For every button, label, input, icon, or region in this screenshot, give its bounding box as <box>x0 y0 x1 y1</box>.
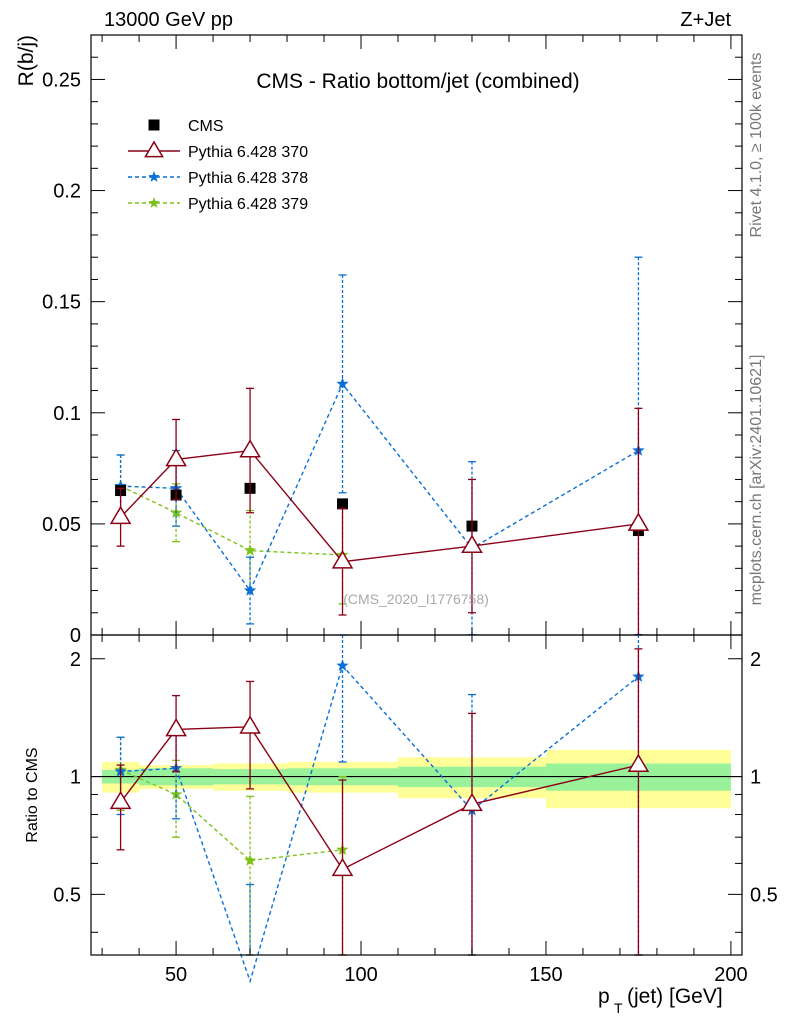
ratio-plot-content <box>91 634 742 984</box>
main-point-cms <box>337 498 349 510</box>
ratio-y-label: Ratio to CMS <box>24 747 41 842</box>
legend-label-p379: Pythia 6.428 379 <box>188 196 308 213</box>
legend: CMS Pythia 6.428 370 Pythia 6.428 378 Pythi… <box>128 118 308 213</box>
main-point-p378 <box>336 377 349 390</box>
main-point-p379 <box>243 544 257 556</box>
source-label: mcplots.cern.ch [arXiv:2401.10621] <box>748 355 765 606</box>
main-ytick-label: 0 <box>70 625 81 647</box>
ratio-point-p370 <box>109 790 132 810</box>
legend-label-cms: CMS <box>188 118 224 135</box>
ratio-frame <box>90 634 743 956</box>
main-point-p370 <box>331 550 354 569</box>
x-axis-label-rest: (jet) [GeV] <box>627 985 723 1008</box>
ratio-panel: 0.5 0.5 1 1 2 2 50 100 150 200 Ratio to CMS <box>24 634 778 986</box>
ratio-line-p379 <box>120 769 343 862</box>
ratio-line-p378 <box>120 664 639 984</box>
ratio-ytick-label: 0.5 <box>53 884 81 906</box>
legend-marker-p379 <box>148 197 160 208</box>
ratio-point-p379 <box>243 854 257 866</box>
main-line-p370 <box>120 449 639 563</box>
ratio-point-p370 <box>627 753 650 773</box>
ratio-y-axis: 0.5 0.5 1 1 2 2 <box>53 649 778 933</box>
main-line-p379 <box>120 485 343 556</box>
ratio-point-p370 <box>239 715 261 734</box>
x-axis-label: p T (jet) [GeV] <box>598 985 723 1016</box>
main-x-ticks <box>101 35 732 635</box>
legend-marker-cms <box>148 119 160 131</box>
main-ytick-label: 0.1 <box>53 403 81 425</box>
ratio-ytick-label-right: 0.5 <box>750 884 778 906</box>
main-ytick-label: 0.2 <box>53 181 81 203</box>
main-point-p370 <box>627 512 650 531</box>
ratio-xtick-label: 150 <box>529 964 562 986</box>
x-axis-label-p: p <box>598 985 610 1008</box>
main-point-p370 <box>165 447 187 467</box>
main-point-p370 <box>239 439 261 458</box>
ratio-ytick-label-right: 2 <box>750 649 761 671</box>
main-title: CMS - Ratio bottom/jet (combined) <box>256 70 579 93</box>
ratio-ytick-label-right: 1 <box>750 767 761 789</box>
main-plot-content <box>109 256 650 636</box>
ratio-ytick-label: 1 <box>70 767 81 789</box>
ratio-xtick-label: 50 <box>165 964 187 986</box>
ratio-x-axis: 50 100 150 200 <box>101 635 748 986</box>
main-ytick-label: 0.05 <box>42 514 81 536</box>
ratio-line-p370 <box>120 726 639 871</box>
legend-marker-p370 <box>144 140 164 158</box>
main-panel: 0 0.05 0.1 0.15 0.2 0.25 CMS - Ratio bottom/j… <box>15 34 743 647</box>
legend-marker-p378 <box>148 171 160 182</box>
ratio-point-p379 <box>169 788 183 800</box>
watermark: (CMS_2020_I1776758) <box>343 591 489 607</box>
ratio-point-p370 <box>165 717 187 737</box>
ratio-point-p370 <box>461 792 483 812</box>
header-left: 13000 GeV pp <box>104 9 233 31</box>
ratio-xtick-label: 200 <box>714 964 747 986</box>
main-ytick-label: 0.25 <box>42 69 81 91</box>
ratio-ytick-label: 2 <box>70 649 81 671</box>
x-axis-label-sub: T <box>614 1000 623 1016</box>
ratio-point-p378 <box>336 659 349 671</box>
main-line-p378 <box>120 382 639 592</box>
main-ytick-label: 0.15 <box>42 292 81 314</box>
main-point-p370 <box>461 534 483 554</box>
legend-label-p370: Pythia 6.428 370 <box>188 144 308 161</box>
main-point-p378 <box>243 584 257 596</box>
rivet-label: Rivet 4.1.0, ≥ 100k events <box>748 53 765 238</box>
ratio-point-p370 <box>331 857 354 877</box>
ratio-xtick-label: 100 <box>344 964 377 986</box>
header-right: Z+Jet <box>680 9 731 31</box>
main-y-axis: 0 0.05 0.1 0.15 0.2 0.25 <box>42 56 742 647</box>
main-point-p370 <box>109 505 132 525</box>
main-y-label: R(b/j) <box>15 35 38 86</box>
legend-label-p378: Pythia 6.428 378 <box>188 170 308 187</box>
